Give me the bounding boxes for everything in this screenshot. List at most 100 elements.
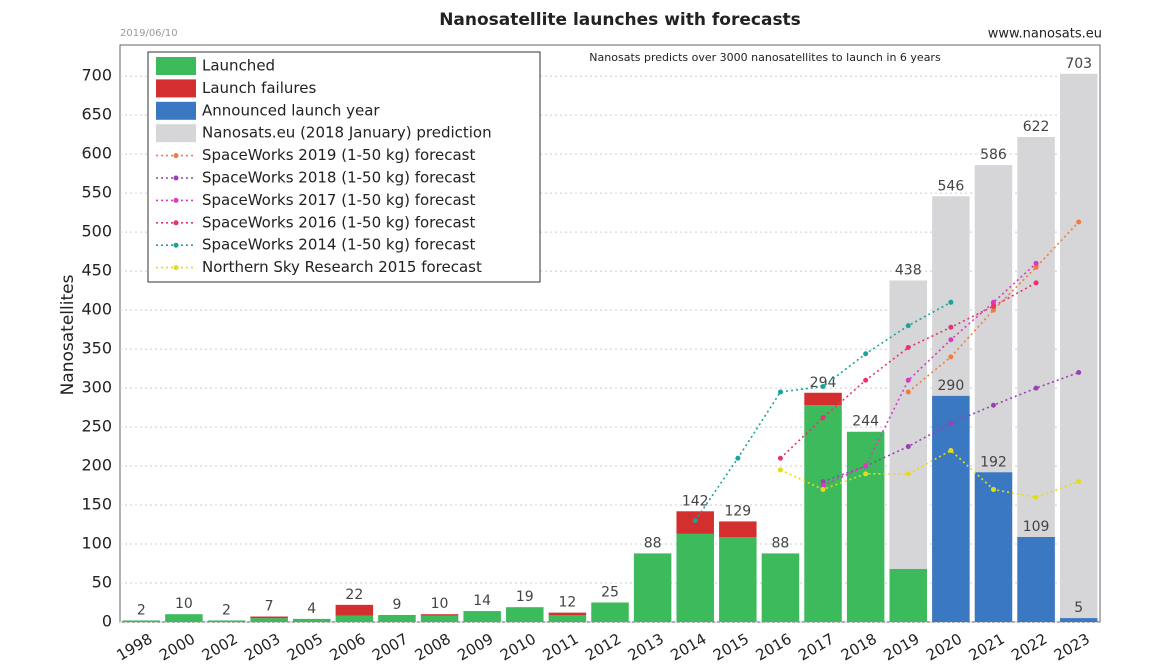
forecast-point [990, 402, 996, 408]
x-tick-label: 2011 [540, 630, 582, 665]
legend-dot [173, 265, 179, 271]
bar [761, 553, 800, 622]
legend-swatch [156, 101, 196, 120]
forecast-point [1076, 219, 1082, 225]
x-tick-label: 2008 [412, 630, 454, 665]
legend-label: SpaceWorks 2017 (1-50 kg) forecast [202, 191, 475, 209]
forecast-point [1033, 385, 1039, 391]
annotation: Nanosats predicts over 3000 nanosatellit… [589, 51, 941, 64]
bar [335, 615, 374, 622]
value-label: 546 [938, 178, 965, 194]
bar [207, 620, 246, 622]
y-tick-label: 550 [81, 183, 112, 202]
bar [122, 620, 161, 622]
forecast-point [948, 337, 954, 343]
bar [591, 602, 629, 622]
y-axis-label: Nanosatellites [58, 274, 78, 395]
forecast-point [820, 415, 826, 421]
y-tick-label: 450 [81, 261, 112, 280]
bar [420, 614, 459, 616]
x-tick-label: 2016 [753, 630, 795, 665]
bar [250, 618, 288, 622]
bar [506, 607, 544, 622]
total-label: 129 [724, 503, 751, 519]
legend-swatch [156, 79, 196, 98]
forecast-point [777, 467, 783, 473]
total-label: 88 [644, 535, 662, 551]
legend-swatch [156, 57, 196, 75]
x-tick-label: 2021 [966, 630, 1008, 665]
forecast-point [735, 455, 741, 461]
forecast-point [863, 471, 869, 477]
bar [846, 431, 885, 622]
bar [974, 472, 1013, 622]
bar [719, 521, 757, 538]
forecast-point [990, 307, 996, 313]
x-tick-label: 2019 [880, 630, 922, 665]
legend-dot [173, 175, 179, 181]
value-label: 703 [1065, 56, 1092, 72]
total-label: 142 [682, 493, 709, 509]
forecast-point [820, 486, 826, 492]
bar [633, 553, 672, 622]
forecast-point [990, 299, 996, 305]
forecast-point [905, 471, 911, 477]
legend-label: SpaceWorks 2014 (1-50 kg) forecast [202, 236, 475, 254]
legend-swatch [156, 124, 196, 143]
bar [1059, 618, 1098, 622]
legend-label: Launch failures [202, 79, 316, 97]
bar [719, 537, 757, 622]
total-label: 12 [558, 595, 576, 611]
total-label: 22 [345, 587, 363, 603]
bar [1017, 537, 1055, 622]
legend-label: SpaceWorks 2019 (1-50 kg) forecast [202, 146, 475, 164]
bar [804, 405, 842, 622]
legend-dot [173, 242, 179, 248]
value-label: 586 [980, 147, 1007, 163]
forecast-point [1033, 264, 1039, 270]
legend-box [147, 51, 541, 283]
y-tick-label: 100 [81, 534, 112, 553]
legend-label: SpaceWorks 2016 (1-50 kg) forecast [202, 213, 475, 231]
y-tick-label: 400 [81, 300, 112, 319]
forecast-point [777, 389, 783, 395]
forecast-point [990, 303, 996, 309]
forecast-point [1076, 369, 1082, 375]
source: www.nanosats.eu [988, 27, 1102, 42]
total-label: 19 [516, 589, 534, 605]
forecast-point [948, 447, 954, 453]
value-label: 109 [1023, 519, 1050, 535]
forecast-point [863, 377, 869, 383]
total-label: 2 [222, 602, 231, 618]
forecast-point [777, 455, 783, 461]
legend-label: SpaceWorks 2018 (1-50 kg) forecast [202, 169, 475, 187]
x-tick-label: 2005 [284, 630, 326, 665]
bar [932, 395, 970, 622]
total-label: 10 [431, 596, 449, 612]
value-label: 192 [980, 454, 1007, 470]
x-tick-label: 2010 [497, 630, 539, 665]
total-label: 7 [265, 599, 274, 615]
forecast-point [820, 483, 826, 489]
bar [676, 533, 714, 622]
legend-label: Nanosats.eu (2018 January) prediction [202, 124, 492, 142]
forecast-point [863, 463, 869, 469]
value-label: 290 [938, 378, 965, 394]
value-label: 622 [1023, 119, 1050, 135]
legend-dot [173, 153, 179, 159]
forecast-point [1033, 260, 1039, 266]
forecast-point [905, 444, 911, 450]
bar [292, 618, 331, 622]
forecast-point [905, 323, 911, 329]
bar [1059, 73, 1098, 623]
x-tick-label: 2013 [625, 630, 667, 665]
value-label: 5 [1074, 600, 1083, 616]
bar [165, 614, 203, 622]
x-tick-label: 2006 [327, 630, 369, 665]
x-tick-label: 2007 [369, 630, 411, 665]
forecast-point [905, 345, 911, 351]
y-tick-label: 700 [81, 66, 112, 85]
bar [889, 568, 928, 622]
x-tick-label: 2002 [199, 630, 241, 665]
